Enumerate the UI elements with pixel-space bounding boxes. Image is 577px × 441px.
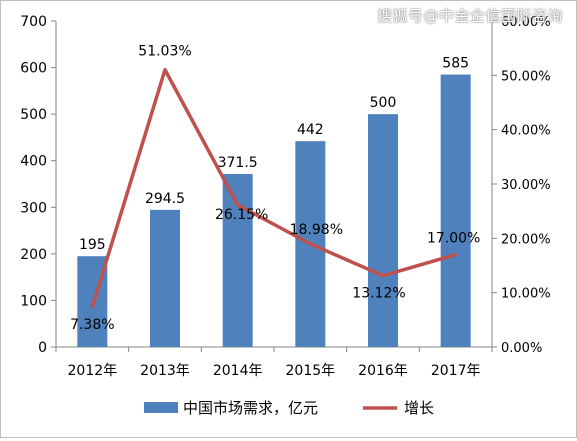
right-axis: 0.00% 10.00% 20.00% 30.00% 40.00% 50.00% 60.00… — [492, 15, 551, 356]
left-tick-label: 600 — [20, 61, 47, 77]
line-data-labels: 7.38% 51.03% 26.15% 18.98% 13.12% 17.00% — [70, 44, 480, 333]
right-tick-label: 40.00% — [501, 124, 551, 139]
line-value-label: 13.12% — [352, 286, 405, 302]
line-value-label: 26.15% — [215, 207, 268, 223]
line-value-label: 51.03% — [138, 44, 191, 60]
axes — [55, 21, 493, 348]
x-tick-label: 2016年 — [358, 363, 408, 379]
left-tick-label: 500 — [20, 107, 47, 123]
right-tick-label: 30.00% — [501, 178, 551, 193]
legend-line-label: 增长 — [404, 399, 434, 417]
x-tick-label: 2015年 — [286, 363, 336, 379]
left-tick-label: 200 — [20, 247, 47, 263]
bar-value-label: 442 — [297, 122, 324, 138]
bar-data-labels: 195 294.5 371.5 442 500 585 — [79, 56, 469, 254]
left-tick-label: 400 — [20, 154, 47, 170]
line-value-label: 7.38% — [70, 317, 114, 333]
bar — [368, 114, 398, 348]
line-value-label: 17.00% — [427, 231, 480, 247]
category-axis-labels: 2012年 2013年 2014年 2015年 2016年 2017年 — [55, 347, 493, 379]
line-series — [90, 67, 458, 309]
right-tick-label: 10.00% — [501, 287, 551, 302]
bar-value-label: 195 — [79, 237, 106, 253]
right-tick-label: 0.00% — [501, 341, 542, 356]
bar — [150, 209, 180, 347]
left-tick-label: 0 — [38, 340, 47, 356]
legend-bar-label: 中国市场需求，亿元 — [183, 399, 318, 417]
bar-value-label: 294.5 — [145, 191, 185, 207]
bar — [440, 74, 471, 348]
line-point — [236, 203, 240, 207]
x-tick-label: 2012年 — [68, 363, 118, 379]
line-point — [454, 253, 458, 257]
x-tick-label: 2014年 — [213, 363, 263, 379]
x-tick-label: 2013年 — [140, 363, 190, 379]
legend: 中国市场需求，亿元 增长 — [144, 399, 434, 417]
right-tick-label: 20.00% — [501, 232, 551, 247]
watermark: 搜狐号@中金企信国际咨询 — [377, 7, 564, 25]
bar-value-label: 500 — [370, 95, 397, 111]
line-point — [163, 68, 167, 72]
left-tick-label: 100 — [20, 293, 47, 309]
x-tick-label: 2017年 — [431, 363, 481, 379]
line-point — [90, 305, 94, 309]
growth-line — [90, 67, 457, 308]
right-tick-label: 50.00% — [501, 69, 551, 84]
bar-series — [77, 74, 471, 348]
bar — [222, 173, 253, 347]
line-value-label: 18.98% — [290, 222, 343, 238]
legend-bar-swatch — [144, 402, 178, 413]
bar-value-label: 371.5 — [218, 155, 258, 171]
line-point — [308, 242, 312, 246]
bar-value-label: 585 — [442, 56, 469, 72]
line-point — [381, 274, 385, 278]
left-axis: 0 100 200 300 400 500 600 700 — [20, 14, 56, 356]
left-tick-label: 300 — [20, 200, 47, 216]
left-tick-label: 700 — [20, 14, 47, 30]
right-tick-label: 60.00% — [501, 15, 551, 30]
